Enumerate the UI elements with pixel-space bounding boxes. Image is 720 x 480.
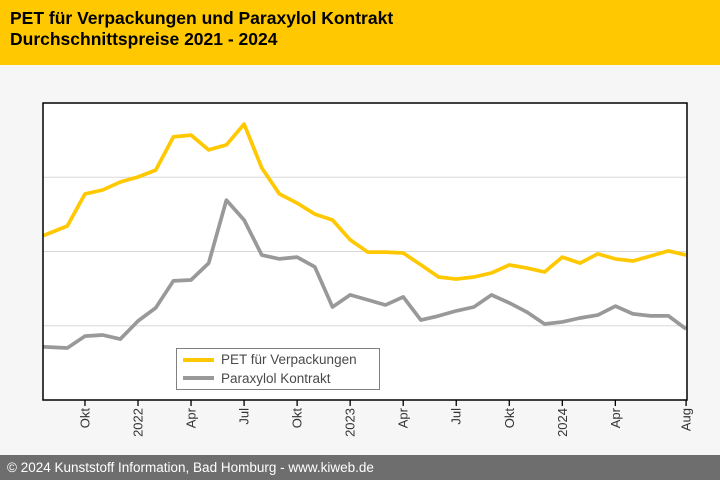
legend-label-pet: PET für Verpackungen <box>221 352 357 368</box>
chart-title: PET für Verpackungen und Paraxylol Kontr… <box>10 8 394 28</box>
chart-legend: PET für Verpackungen Paraxylol Kontrakt <box>176 348 380 390</box>
legend-item-paraxylol: Paraxylol Kontrakt <box>183 370 375 388</box>
x-axis-tick-label: Apr <box>184 407 199 428</box>
chart-header: PET für Verpackungen und Paraxylol Kontr… <box>0 0 720 65</box>
x-axis-tick-label: 2022 <box>131 408 146 437</box>
x-axis-tick-label: Jul <box>237 408 252 425</box>
plot-border <box>42 102 688 401</box>
legend-label-paraxylol: Paraxylol Kontrakt <box>221 370 331 386</box>
x-axis-tick-label: Jul <box>449 408 464 425</box>
footer-text: © 2024 Kunststoff Information, Bad Hombu… <box>7 460 374 475</box>
legend-item-pet: PET für Verpackungen <box>183 351 375 369</box>
x-axis-tick-label: 2023 <box>343 408 358 437</box>
x-axis-tick-label: Aug <box>679 408 694 431</box>
x-axis-tick-label: Apr <box>396 407 411 428</box>
chart-subtitle: Durchschnittspreise 2021 - 2024 <box>10 29 278 49</box>
paraxylol-series-line <box>42 198 688 350</box>
x-axis-tick-label: 2024 <box>555 408 570 437</box>
x-axis-tick-label: Apr <box>608 407 623 428</box>
pet-line-swatch <box>183 357 214 362</box>
paraxylol-line-swatch <box>183 376 214 381</box>
x-axis-tick-label: Okt <box>502 408 517 429</box>
footer-bar: © 2024 Kunststoff Information, Bad Hombu… <box>0 455 720 480</box>
x-axis-tick-label: Okt <box>290 408 305 429</box>
pet-series-line <box>42 122 687 281</box>
x-axis-tick-label: Okt <box>78 408 93 429</box>
